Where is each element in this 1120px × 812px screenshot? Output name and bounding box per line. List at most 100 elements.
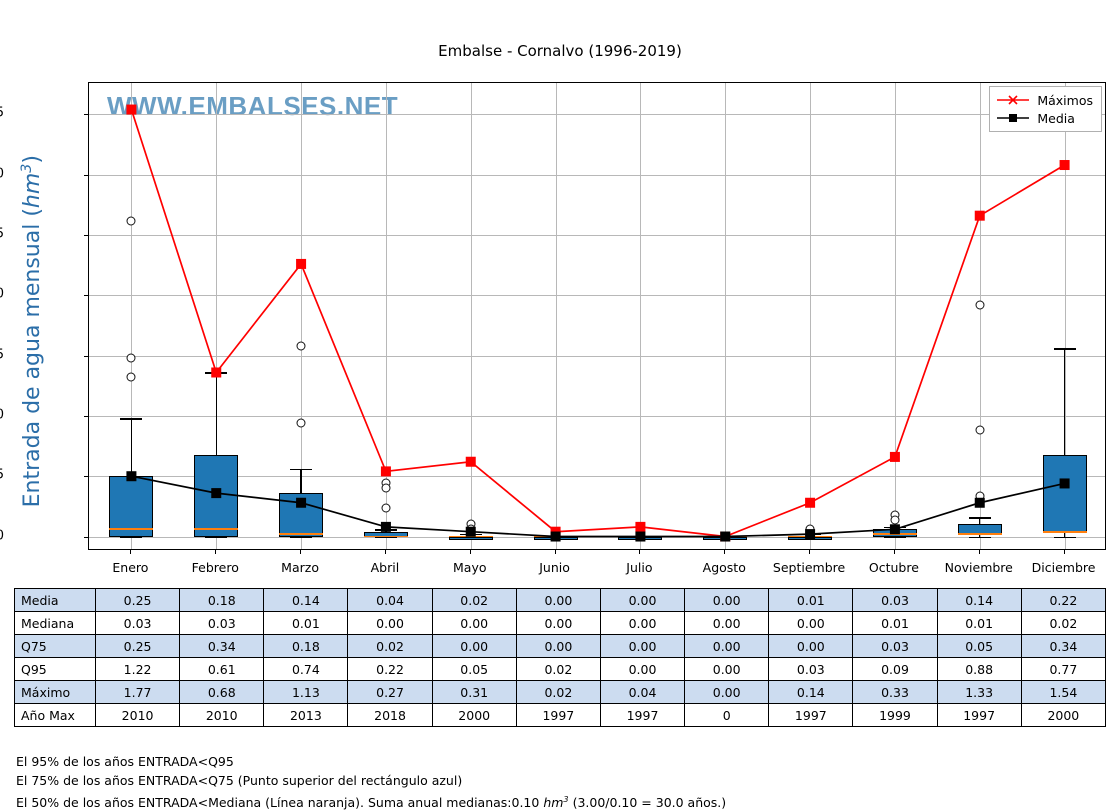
table-cell: 0.01: [936, 611, 1022, 635]
table-cell: 0.14: [768, 680, 854, 704]
table-cell: 0.31: [431, 680, 517, 704]
table-cell: 1999: [852, 703, 938, 727]
table-cell: 1.77: [94, 680, 181, 704]
table-cell: 0.00: [684, 588, 770, 612]
table-cell: 0: [684, 703, 770, 727]
x-axis-tick-label: Octubre: [868, 560, 919, 575]
table-cell: 0.74: [263, 657, 349, 681]
table-cell: 0.00: [684, 657, 770, 681]
x-axis-tick-label: Enero: [112, 560, 149, 575]
table-cell: 1997: [936, 703, 1022, 727]
table-cell: 0.33: [852, 680, 938, 704]
x-axis-tick-mark: [130, 550, 132, 554]
table-cell: 0.04: [347, 588, 433, 612]
legend-marker-maximos-icon: [997, 95, 1030, 105]
gridline-vertical: [894, 83, 896, 549]
boxplot-outlier: [296, 418, 306, 428]
boxplot-box: [1042, 454, 1087, 532]
y-axis-tick-mark: [84, 114, 89, 116]
gridline-vertical: [470, 83, 472, 549]
gridline-vertical: [1064, 83, 1066, 549]
boxplot-outlier: [975, 425, 985, 435]
table-row-header: Mediana: [14, 611, 96, 635]
gridline-horizontal: [89, 234, 1105, 236]
table-cell: 0.01: [852, 611, 938, 635]
footnotes: El 95% de los años ENTRADA<Q95 El 75% de…: [16, 752, 726, 812]
table-cell: 0.02: [347, 634, 433, 658]
table-row: Máximo 1.77 0.68 1.13 0.27 0.31 0.02 0.04 0.00 0.…: [14, 680, 1107, 704]
y-axis-tick-label: 1.50: [0, 166, 4, 181]
table-cell: 0.00: [768, 611, 854, 635]
series-marker-square-icon: [1059, 478, 1070, 489]
plot-area: WWW.EMBALSES.NET Máximos Media: [84, 82, 1106, 550]
y-axis-tick-mark: [84, 536, 89, 538]
x-axis-tick-mark: [469, 550, 471, 554]
boxplot-median-line: [1042, 530, 1087, 533]
table-cell: 0.01: [768, 588, 854, 612]
boxplot-whisker-cap: [120, 536, 143, 538]
table-row: Q95 1.22 0.61 0.74 0.22 0.05 0.02 0.00 0.00 0.03 0…: [14, 657, 1107, 681]
table-cell: 0.61: [179, 657, 265, 681]
gridline-horizontal: [89, 295, 1105, 297]
gridline-vertical: [979, 83, 981, 549]
gridline-horizontal: [89, 476, 1105, 478]
gridline-horizontal: [89, 355, 1105, 357]
x-axis-tick-mark: [893, 550, 895, 554]
x-axis-tick-mark: [639, 550, 641, 554]
table-cell: 0.00: [515, 611, 601, 635]
boxplot-whisker-cap: [290, 468, 313, 471]
y-axis-tick-mark: [84, 415, 89, 417]
table-cell: 2010: [94, 703, 181, 727]
table-cell: 0.03: [94, 611, 181, 635]
series-marker-square-icon: [974, 210, 985, 221]
table-cell: 0.88: [936, 657, 1022, 681]
legend-item-maximos[interactable]: Máximos: [996, 91, 1093, 109]
table-cell: 0.05: [936, 634, 1022, 658]
x-axis-tick-mark: [724, 550, 726, 554]
table-cell: 0.00: [599, 611, 686, 635]
boxplot-median-line: [109, 528, 154, 531]
x-axis-tick-label: Julio: [626, 560, 653, 575]
x-axis-tick-label: Noviembre: [944, 560, 1013, 575]
x-axis-tick-label: Diciembre: [1031, 560, 1096, 575]
boxplot-outlier: [381, 483, 391, 493]
table-cell: 2010: [179, 703, 265, 727]
boxplot-whisker-cap: [290, 536, 313, 538]
series-marker-square-icon: [720, 531, 731, 542]
legend-item-media[interactable]: Media: [996, 109, 1093, 127]
boxplot-whisker-cap: [968, 517, 991, 519]
gridline-vertical: [216, 83, 218, 549]
table-cell: 1.13: [263, 680, 349, 704]
table-cell: 0.68: [179, 680, 265, 704]
x-axis-tick-label: Mayo: [453, 560, 487, 575]
table-cell: 0.14: [263, 588, 349, 612]
y-axis-tick-label: 0.00: [0, 528, 4, 543]
boxplot-whisker-cap: [883, 536, 906, 538]
series-marker-square-icon: [126, 104, 137, 115]
table-cell: 0.05: [431, 657, 517, 681]
table-cell: 0.27: [347, 680, 433, 704]
x-axis-tick-label: Abril: [370, 560, 400, 575]
footnote-q75: El 75% de los años ENTRADA<Q75 (Punto su…: [16, 773, 463, 788]
table-row: Año Max 2010 2010 2013 2018 2000 1997 1997 0 1997…: [14, 703, 1107, 727]
table-cell: 1.54: [1020, 680, 1107, 704]
table-cell: 0.02: [431, 588, 517, 612]
table-row-header: Máximo: [14, 680, 96, 704]
table-cell: 0.00: [431, 634, 517, 658]
stats-table: Media 0.25 0.18 0.14 0.04 0.02 0.00 0.00 0.00 0.0…: [14, 588, 1107, 727]
table-cell: 0.00: [347, 611, 433, 635]
boxplot-outlier: [126, 353, 136, 363]
y-axis-tick-label: 1.25: [0, 226, 4, 241]
boxplot-median-line: [279, 533, 324, 535]
table-cell: 0.00: [599, 657, 686, 681]
gridline-horizontal: [89, 174, 1105, 176]
table-cell: 0.00: [684, 611, 770, 635]
footnote-mediana-a: El 50% de los años ENTRADA<Mediana (Líne…: [16, 795, 544, 811]
series-marker-square-icon: [296, 497, 307, 508]
table-cell: 0.00: [684, 634, 770, 658]
table-cell: 0.00: [431, 611, 517, 635]
y-axis-tick-mark: [84, 234, 89, 236]
table-cell: 1997: [599, 703, 686, 727]
x-axis-tick-label: Agosto: [702, 560, 746, 575]
legend[interactable]: Máximos Media: [989, 86, 1102, 132]
